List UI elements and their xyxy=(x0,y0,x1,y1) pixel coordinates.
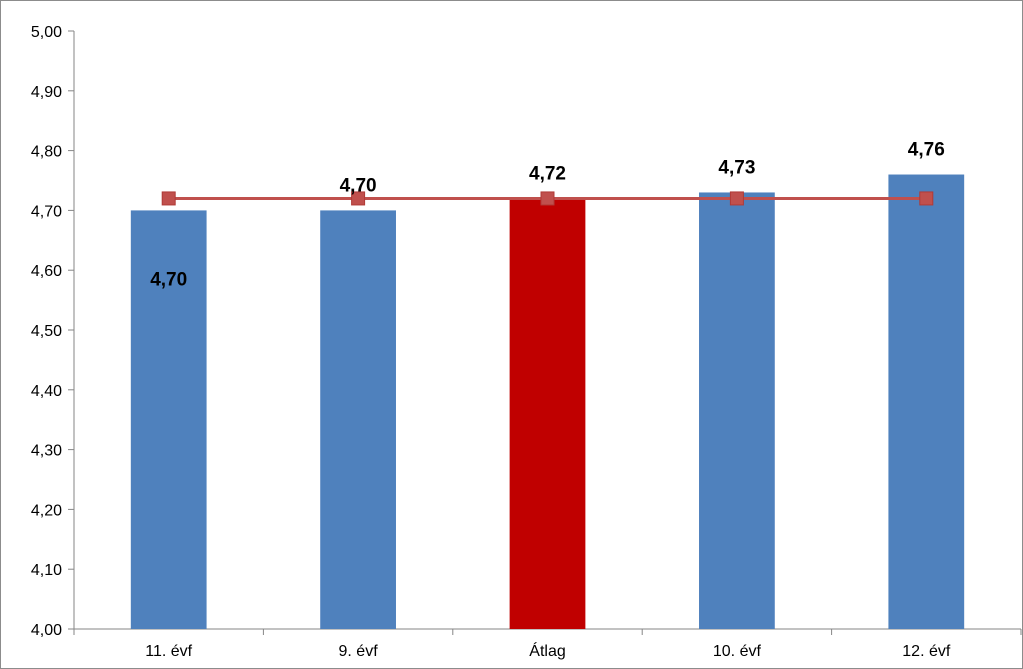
y-tick-label: 4,60 xyxy=(31,263,62,280)
data-labels: 4,70 4,70 4,72 4,73 4,76 xyxy=(150,140,945,291)
bar-data-label: 4,70 xyxy=(150,269,187,290)
bar xyxy=(320,210,396,629)
line-marker xyxy=(919,191,934,206)
x-tick-label: Átlag xyxy=(529,641,565,660)
bar xyxy=(130,210,207,629)
y-tick-label: 5,00 xyxy=(31,24,62,41)
bar-data-label: 4,70 xyxy=(340,175,377,196)
line-marker xyxy=(161,191,176,206)
y-tick-label: 4,20 xyxy=(31,502,62,519)
x-tick-label: 10. évf xyxy=(713,643,762,660)
x-tick-label: 11. évf xyxy=(145,643,192,660)
y-tick-label: 4,80 xyxy=(31,144,62,161)
y-tick-label: 4,70 xyxy=(31,203,62,220)
bar-data-label: 4,72 xyxy=(529,163,566,184)
average-line-series xyxy=(161,191,934,206)
y-tick-label: 4,50 xyxy=(31,323,62,340)
x-tick-label: 9. évf xyxy=(339,643,379,660)
y-tick-label: 4,30 xyxy=(31,443,62,460)
bar-data-label: 4,76 xyxy=(908,140,945,161)
bar-data-label: 4,73 xyxy=(718,157,755,178)
y-tick-label: 4,90 xyxy=(31,84,62,101)
y-tick-label: 4,10 xyxy=(31,562,62,579)
bar xyxy=(699,192,775,629)
y-tick-label: 4,00 xyxy=(31,622,62,639)
axes: 4,00 4,10 4,20 4,30 4,40 4,50 4,60 4,70 4,80 4,90… xyxy=(31,24,1022,660)
line-marker xyxy=(540,191,555,206)
bar xyxy=(888,174,965,629)
line-marker xyxy=(351,191,366,206)
y-tick-label: 4,40 xyxy=(31,383,62,400)
bar xyxy=(509,198,586,629)
bars xyxy=(130,174,965,629)
x-tick-label: 12. évf xyxy=(902,643,951,660)
line-marker xyxy=(729,191,744,206)
